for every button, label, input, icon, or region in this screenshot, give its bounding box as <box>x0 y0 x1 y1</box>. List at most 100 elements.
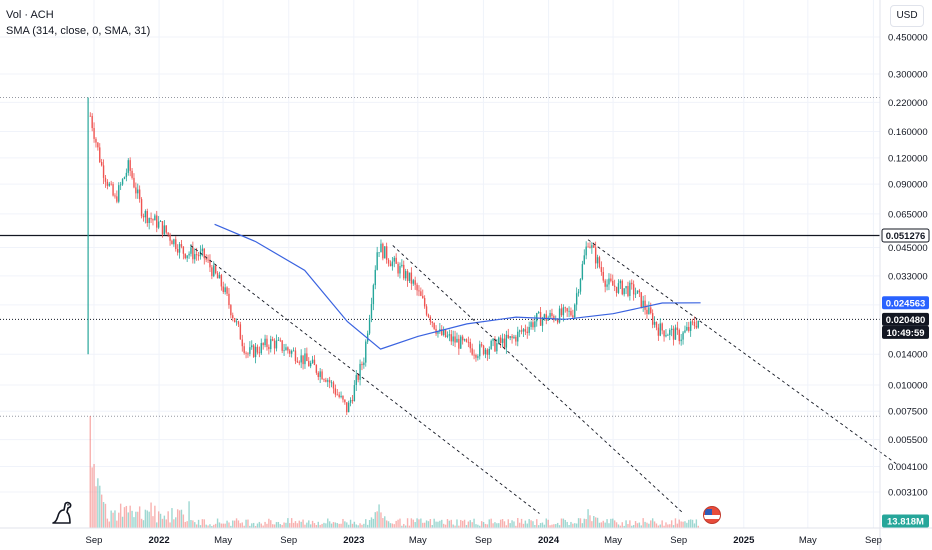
volume-bar-209 <box>486 524 489 528</box>
volume-bar-137 <box>349 519 352 528</box>
volume-bar-147 <box>368 520 371 528</box>
volume-bar-263 <box>589 515 591 528</box>
volume-bar-123 <box>323 522 325 528</box>
symbol-title[interactable]: Vol · ACH <box>6 9 54 21</box>
volume-bar-29 <box>144 509 147 528</box>
candle-body-8 <box>104 177 107 182</box>
candle-body-180 <box>431 321 433 323</box>
volume-bar-290 <box>640 525 642 528</box>
time-axis[interactable]: Sep 2022 May Sep 2023 May Sep 2024 May Sep 2025 May… <box>86 535 882 546</box>
volume-bar-280 <box>621 522 623 528</box>
candle-body-197 <box>463 339 466 341</box>
volume-bar-138 <box>351 523 354 528</box>
volume-bar-250 <box>564 519 566 528</box>
candle-body-12 <box>112 184 114 196</box>
candle-body-87 <box>254 346 257 358</box>
candle-body-27 <box>140 199 143 217</box>
last-price-label: 0.020480 <box>886 315 926 326</box>
us-flag-icon[interactable] <box>703 506 721 524</box>
sma-price-label: 0.024563 <box>886 298 926 309</box>
volume-bar-251 <box>566 521 568 528</box>
volume-bar-295 <box>650 520 652 528</box>
volume-bar-72 <box>226 520 228 528</box>
candle-body-257 <box>577 291 580 294</box>
candle-body-298 <box>655 321 658 328</box>
candle-body-309 <box>676 327 679 331</box>
volume-bar-164 <box>401 525 403 528</box>
currency-button[interactable]: USD <box>890 5 924 27</box>
candle-body-22 <box>131 170 133 178</box>
candle-body-73 <box>228 293 230 306</box>
candle-body-190 <box>450 334 452 342</box>
volume-bar-212 <box>492 523 494 528</box>
volume-bar-293 <box>646 522 648 528</box>
volume-bar-297 <box>653 521 656 528</box>
volume-bar-319 <box>695 519 698 528</box>
candle-body-228 <box>522 329 525 332</box>
candle-body-4 <box>97 142 99 148</box>
x-tick-5: May <box>409 535 427 546</box>
candle-body-78 <box>237 321 240 325</box>
volume-bar-245 <box>555 524 557 528</box>
volume-bar-254 <box>572 523 574 528</box>
candle-body-310 <box>678 330 680 342</box>
volume-bar-310 <box>678 519 680 528</box>
volume-bar-36 <box>157 511 160 528</box>
candle-body-277 <box>615 286 618 293</box>
volume-bar-40 <box>165 519 167 528</box>
volume-bar-97 <box>273 524 276 528</box>
candle-body-44 <box>173 239 175 245</box>
x-tick-3: Sep <box>280 535 297 546</box>
candle-body-244 <box>553 315 555 321</box>
volume-bar-205 <box>479 525 481 528</box>
dinosaur-logo-icon[interactable] <box>50 500 76 526</box>
volume-bars <box>89 416 699 528</box>
volume-bar-18 <box>123 507 126 528</box>
candle-body-141 <box>357 375 359 380</box>
volume-bar-228 <box>522 523 525 528</box>
candle-body-299 <box>657 327 660 336</box>
candle-body-227 <box>520 330 523 332</box>
candle-body-71 <box>224 287 226 292</box>
volume-bar-106 <box>290 518 293 528</box>
candle-body-276 <box>613 285 616 287</box>
volume-bar-76 <box>233 520 236 528</box>
candle-body-86 <box>252 345 255 358</box>
price-axis[interactable]: 0.450000 0.300000 0.220000 0.160000 0.120000… <box>888 33 928 499</box>
candle-body-235 <box>536 313 538 322</box>
volume-bar-311 <box>680 521 682 528</box>
candle-body-289 <box>638 290 641 293</box>
volume-bar-300 <box>659 524 661 528</box>
volume-bar-200 <box>469 520 471 528</box>
volume-bar-56 <box>195 524 198 528</box>
candle-body-19 <box>125 172 128 178</box>
volume-bar-253 <box>570 521 572 528</box>
volume-bar-96 <box>271 524 274 528</box>
volume-bar-167 <box>406 518 409 528</box>
sma-indicator-title[interactable]: SMA (314, close, 0, SMA, 31) <box>6 25 151 37</box>
candle-body-217 <box>501 338 504 343</box>
candle-body-81 <box>243 346 245 353</box>
countdown-label-bg <box>882 325 929 339</box>
candle-body-97 <box>273 340 276 349</box>
candle-body-222 <box>511 336 513 339</box>
candle-body-112 <box>302 355 304 365</box>
candle-body-25 <box>137 189 139 194</box>
volume-bar-120 <box>317 521 319 528</box>
candle-body-267 <box>596 257 599 264</box>
volume-bar-35 <box>156 522 158 528</box>
candle-body-66 <box>214 265 217 274</box>
volume-bar-302 <box>663 525 665 528</box>
candle-body-266 <box>594 247 597 264</box>
candle-body-290 <box>640 292 642 308</box>
candle-body-11 <box>110 183 112 185</box>
candle-body-51 <box>186 255 188 259</box>
volume-bar-47 <box>178 510 181 528</box>
volume-bar-104 <box>287 518 289 528</box>
candle-body-41 <box>167 232 169 235</box>
candle-body-279 <box>619 280 622 284</box>
volume-bar-177 <box>425 520 428 528</box>
candle-body-75 <box>232 315 234 319</box>
candle-body-269 <box>600 267 603 272</box>
